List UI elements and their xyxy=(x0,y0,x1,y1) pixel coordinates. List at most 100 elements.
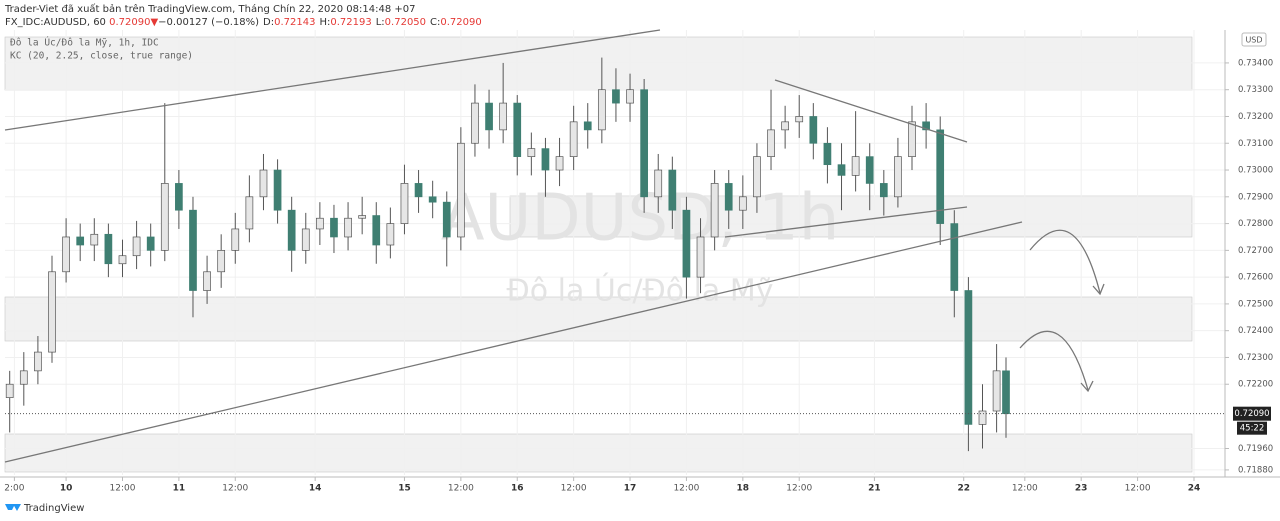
candle-body xyxy=(724,183,733,211)
candle-body xyxy=(964,290,973,425)
y-tick-label: 0.71880 xyxy=(1238,465,1273,475)
candle-body xyxy=(936,129,945,224)
candle-body xyxy=(950,223,959,291)
legend-symbol: Đô la Úc/Đô la Mỹ, 1h, IDC xyxy=(10,37,159,49)
ohlc-label: D: xyxy=(263,17,274,28)
candle-body xyxy=(471,102,479,144)
candle-body xyxy=(513,102,522,157)
candle-body xyxy=(400,183,409,224)
x-tick-label: 12:00 xyxy=(1125,484,1151,494)
candle-body xyxy=(583,121,592,131)
candle-body xyxy=(231,228,240,251)
candle-body xyxy=(569,121,578,157)
candle-body xyxy=(358,215,367,219)
x-tick-label: 12:00 xyxy=(786,484,812,494)
currency: USD xyxy=(1245,36,1262,45)
trend-line xyxy=(4,29,661,131)
y-tick-label: 0.72900 xyxy=(1238,192,1273,202)
arrow xyxy=(1019,330,1089,391)
x-tick-label: 23 xyxy=(1075,484,1088,494)
x-tick-label: 21 xyxy=(868,484,881,494)
candle-body xyxy=(654,169,663,198)
candle-body xyxy=(851,156,860,176)
x-tick-label: 14 xyxy=(309,484,322,494)
candle-body xyxy=(894,156,902,198)
drawings xyxy=(4,29,1105,463)
x-tick-label: 15 xyxy=(398,484,411,494)
candle-body xyxy=(555,156,564,171)
candle-body xyxy=(245,196,254,230)
ohlc-value: 0.72090 xyxy=(440,17,481,28)
candle-body xyxy=(34,351,42,372)
candle-body xyxy=(668,169,677,211)
y-tick-label: 0.72700 xyxy=(1238,246,1273,256)
x-tick-label: 16 xyxy=(511,484,524,494)
brand: TradingView xyxy=(23,503,84,514)
y-tick-label: 0.72800 xyxy=(1238,219,1273,229)
candle-body xyxy=(344,217,352,238)
arrow xyxy=(1029,229,1101,294)
x-tick-label: 17 xyxy=(624,484,637,494)
candle-body xyxy=(146,236,155,251)
x-tick-label: 12:00 xyxy=(110,484,136,494)
candle-body xyxy=(879,183,888,198)
x-tick-label: 12:00 xyxy=(448,484,474,494)
brand-logo xyxy=(5,504,21,511)
candle-body xyxy=(485,102,493,131)
x-tick-label: 2:00 xyxy=(4,484,24,494)
candle-body xyxy=(330,217,338,238)
candle-body xyxy=(640,89,648,198)
candle-body xyxy=(1002,370,1010,415)
candle-body xyxy=(76,236,85,246)
x-tick-label: 12:00 xyxy=(1012,484,1038,494)
candle-body xyxy=(428,196,437,203)
candle-body xyxy=(62,236,70,273)
candle-body xyxy=(203,271,211,291)
ohlc-label: L: xyxy=(376,17,385,28)
trend-line xyxy=(4,221,1023,463)
candle-body xyxy=(442,201,451,238)
price-label: 0.72090 xyxy=(1234,409,1269,419)
x-tick-label: 11 xyxy=(173,484,186,494)
currency-badge[interactable] xyxy=(1241,32,1267,47)
countdown: 45:22 xyxy=(1240,424,1265,434)
candle-body xyxy=(104,233,113,265)
candle-body xyxy=(710,183,719,238)
y-tick-label: 0.72500 xyxy=(1238,299,1273,309)
candle-body xyxy=(865,156,874,184)
y-tick-label: 0.72400 xyxy=(1238,326,1273,336)
arrow: ▼ xyxy=(150,17,158,28)
candle-body xyxy=(90,233,99,246)
axes: 0.71880 0.71960 0.72200 0.72300 0.72400 0.725… xyxy=(4,58,1273,493)
candle-body xyxy=(118,255,127,265)
y-tick-label: 0.72600 xyxy=(1238,273,1273,283)
candle-body xyxy=(781,121,789,131)
candle-body xyxy=(5,383,14,398)
x-tick-label: 12:00 xyxy=(561,484,587,494)
candle-body xyxy=(823,142,832,166)
candle-body xyxy=(414,183,423,198)
candle-body xyxy=(626,89,634,104)
candle-body xyxy=(19,370,28,385)
candle-body xyxy=(753,156,761,198)
ohlc-label: H: xyxy=(319,17,330,28)
y-tick-label: 0.71960 xyxy=(1238,444,1273,454)
x-tick-label: 22 xyxy=(957,484,970,494)
candle-body xyxy=(287,209,296,251)
ohlc-value: 0.72050 xyxy=(385,17,426,28)
y-tick-label: 0.73100 xyxy=(1238,139,1273,149)
candle-body xyxy=(189,209,197,291)
ohlc-value: 0.72143 xyxy=(274,17,315,28)
ohlc-value: 0.72193 xyxy=(330,17,371,28)
candle-body xyxy=(386,223,395,246)
legend-indicator: KC (20, 2.25, close, true range) xyxy=(10,51,193,62)
candle-body xyxy=(132,236,141,257)
candle-body xyxy=(809,116,818,144)
candle-body xyxy=(160,183,169,251)
candle-body xyxy=(499,102,508,131)
candle-body xyxy=(682,209,691,278)
zone xyxy=(4,433,1193,473)
candle-body xyxy=(259,169,268,198)
watermark-ticker: AUDUSD, 1h xyxy=(441,182,840,256)
